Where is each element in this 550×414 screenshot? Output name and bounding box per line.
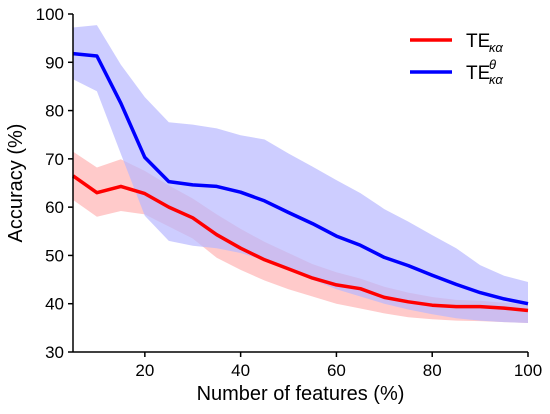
y-tick-label: 90 (45, 53, 64, 72)
y-axis-label: Accuracy (%) (5, 124, 27, 243)
axes: 20 40 60 80 100 30 40 50 60 70 80 90 100 (36, 5, 543, 380)
y-tick-label: 80 (45, 102, 64, 121)
x-tick-label: 80 (423, 361, 442, 380)
legend-label-series-2: TEθ κα (466, 57, 503, 87)
x-tick-label: 100 (514, 361, 542, 380)
y-ticks: 30 40 50 60 70 80 90 100 (36, 5, 73, 362)
confidence-bands (73, 25, 528, 323)
line-series-2 (72, 51, 529, 306)
legend-label-series-1: TEκα (466, 31, 503, 55)
x-tick-label: 40 (231, 361, 250, 380)
y-tick-label: 40 (45, 295, 64, 314)
y-tick-label: 60 (45, 198, 64, 217)
x-axis-label: Number of features (%) (197, 383, 405, 405)
y-tick-label: 50 (45, 246, 64, 265)
band-series-2 (73, 25, 528, 323)
x-tick-label: 60 (327, 361, 346, 380)
series-lines (71, 51, 529, 313)
x-tick-label: 20 (135, 361, 154, 380)
y-tick-label: 70 (45, 150, 64, 169)
x-ticks: 20 40 60 80 100 (135, 352, 542, 380)
y-tick-label: 30 (45, 343, 64, 362)
y-tick-label: 100 (36, 5, 64, 24)
line-series-1 (71, 174, 529, 313)
